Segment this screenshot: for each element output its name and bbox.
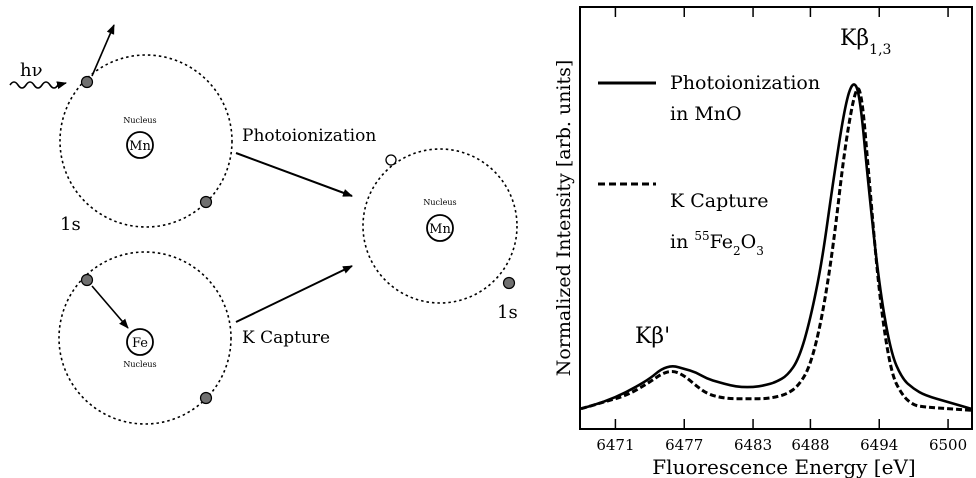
photoionization-label: Photoionization bbox=[242, 126, 376, 146]
series-line-k-capture bbox=[580, 87, 972, 412]
photon-wave bbox=[9, 81, 67, 90]
legend-k-capture-sub2: 3 bbox=[756, 244, 764, 258]
legend-label-photoionization-line2: in MnO bbox=[670, 103, 742, 125]
fe-initial-atom: Fe Nucleus bbox=[58, 251, 232, 425]
mn-final-hole bbox=[385, 154, 397, 166]
photoionization-arrow bbox=[235, 152, 353, 197]
spectrum-chart: 6471 6477 6483 6488 6494 6500 Fluorescence En… bbox=[553, 6, 973, 478]
x-tick-label-5: 6500 bbox=[929, 436, 967, 454]
x-axis-ticks bbox=[614, 7, 949, 429]
mn-final-electron bbox=[502, 276, 516, 290]
mn-initial-ejected-electron bbox=[80, 75, 94, 89]
legend-label-k-capture-line1: K Capture bbox=[670, 190, 768, 212]
annotation-kbeta13-sub: 1,3 bbox=[869, 42, 891, 58]
x-tick-label-1: 6477 bbox=[665, 436, 703, 454]
annotation-kbeta13: Kβ1,3 bbox=[840, 26, 891, 58]
mn-initial-nucleus bbox=[126, 131, 154, 159]
legend-k-capture-prefix: in bbox=[670, 231, 694, 253]
annotation-kbeta-prime: Kβ' bbox=[635, 324, 670, 349]
series-line-photoionization bbox=[580, 83, 972, 410]
plot-frame bbox=[579, 6, 973, 430]
atom-diagram: Nucleus Mn hν 1s Fe Nucleus Photoionizat… bbox=[9, 24, 518, 425]
x-tick-label-0: 6471 bbox=[596, 436, 634, 454]
legend-k-capture-isotope: 55 bbox=[694, 229, 709, 243]
mn-initial-nucleus-word: Nucleus bbox=[123, 116, 156, 125]
photon-label: hν bbox=[20, 60, 43, 81]
fe-initial-element-label: Fe bbox=[132, 336, 148, 351]
ejection-arrow bbox=[91, 24, 115, 77]
mn-final-element-label: Mn bbox=[429, 222, 451, 237]
x-tick-label-4: 6494 bbox=[860, 436, 898, 454]
fe-captured-electron bbox=[80, 273, 94, 287]
mn-initial-1s-label: 1s bbox=[60, 214, 81, 235]
x-axis-tick-labels: 6471 6477 6483 6488 6494 6500 bbox=[596, 436, 967, 454]
legend-k-capture-o: O bbox=[741, 231, 757, 253]
y-axis-label: Normalized Intensity [arb. units] bbox=[553, 60, 575, 377]
legend-k-capture-fe: Fe bbox=[710, 231, 733, 253]
mn-final-1s-label: 1s bbox=[497, 302, 518, 323]
x-axis-label: Fluorescence Energy [eV] bbox=[652, 455, 915, 478]
capture-arrow bbox=[91, 285, 129, 329]
mn-final-atom: Nucleus Mn 1s bbox=[362, 148, 518, 323]
mn-final-orbit bbox=[362, 148, 518, 304]
k-capture-arrow bbox=[235, 265, 353, 323]
mn-final-nucleus bbox=[426, 214, 454, 242]
mn-initial-atom: Nucleus Mn hν 1s bbox=[9, 24, 233, 235]
k-capture-label: K Capture bbox=[242, 328, 330, 348]
spectrum-curves bbox=[580, 83, 972, 412]
mn-final-nucleus-word: Nucleus bbox=[423, 198, 456, 207]
x-tick-label-3: 6488 bbox=[791, 436, 829, 454]
mn-initial-orbit bbox=[59, 54, 233, 228]
fe-initial-orbit bbox=[58, 251, 232, 425]
legend-label-photoionization-line1: Photoionization bbox=[670, 72, 820, 94]
fe-initial-nucleus-word: Nucleus bbox=[123, 360, 156, 369]
x-tick-label-2: 6483 bbox=[734, 436, 772, 454]
legend-label-k-capture-line2: in 55Fe2O3 bbox=[670, 229, 764, 258]
legend-k-capture-sub1: 2 bbox=[733, 244, 741, 258]
mn-initial-1s-electron bbox=[199, 195, 213, 209]
fe-initial-nucleus bbox=[126, 328, 154, 356]
legend: Photoionization in MnO K Capture in 55Fe… bbox=[598, 72, 820, 258]
mn-initial-element-label: Mn bbox=[129, 139, 151, 154]
fe-initial-electron bbox=[199, 391, 213, 405]
annotation-kbeta13-main: Kβ bbox=[840, 26, 869, 51]
